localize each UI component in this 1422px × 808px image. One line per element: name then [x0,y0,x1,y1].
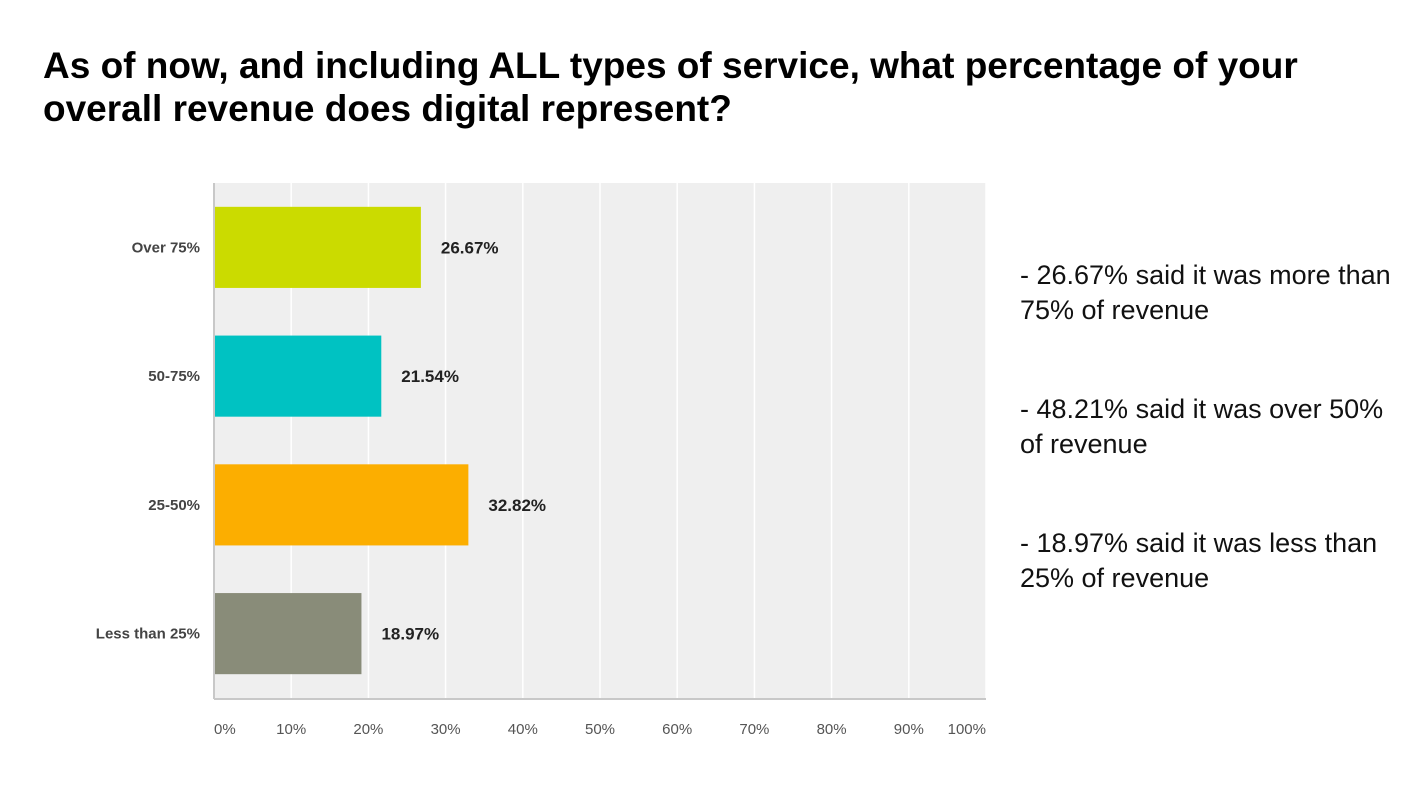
x-tick-label: 30% [431,721,461,738]
summary-note-over-75: - 26.67% said it was more than 75% of re… [1020,260,1391,325]
value-label: 21.54% [401,367,459,386]
x-tick-label: 100% [948,721,986,738]
x-tick-label: 40% [508,721,538,738]
category-label: 50-75% [148,368,200,385]
x-tick-label: 10% [276,721,306,738]
value-label: 32.82% [488,496,546,515]
summary-notes: - 26.67% said it was more than 75% of re… [1020,258,1400,660]
x-tick-label: 60% [662,721,692,738]
summary-note-under-25: - 18.97% said it was less than 25% of re… [1020,528,1378,593]
x-tick-label: 80% [817,721,847,738]
summary-note-over-50: - 48.21% said it was over 50% of revenue [1020,394,1384,459]
chart-title: As of now, and including ALL types of se… [43,45,1298,129]
value-label: 26.67% [441,238,499,257]
x-tick-label: 20% [353,721,383,738]
x-tick-label: 50% [585,721,615,738]
bar [215,593,362,675]
bar [215,335,382,417]
bar [215,206,421,288]
x-tick-label: 90% [894,721,924,738]
bar [215,464,469,546]
category-label: Less than 25% [96,626,200,643]
category-label: Over 75% [132,239,200,256]
category-label: 25-50% [148,497,200,514]
x-tick-label: 70% [739,721,769,738]
bar-chart: 0% 10% 20% 30% 40% 50% 60% 70% 80% 90% 100% Over 75… [96,183,987,738]
value-label: 18.97% [381,625,439,644]
x-tick-label: 0% [214,721,236,738]
